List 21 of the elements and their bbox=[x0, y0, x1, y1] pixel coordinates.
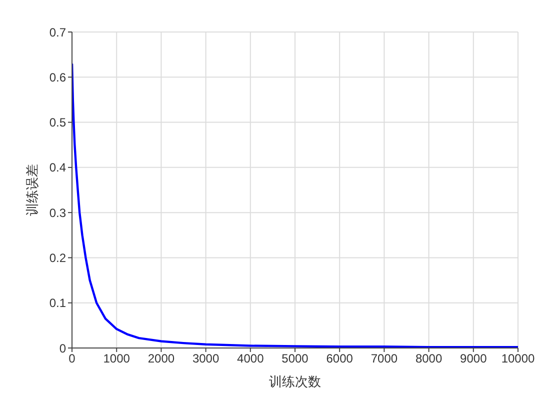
x-tick-label: 2000 bbox=[148, 352, 175, 366]
y-tick-label: 0.4 bbox=[49, 160, 66, 175]
x-tick-label: 7000 bbox=[370, 352, 398, 366]
x-tick-label: 4000 bbox=[237, 352, 264, 366]
x-tick-label: 5000 bbox=[282, 352, 309, 366]
x-tick-label: 9000 bbox=[460, 352, 488, 366]
x-tick-label: 1000 bbox=[103, 352, 130, 366]
x-tick-label: 0 bbox=[68, 352, 76, 366]
x-tick-label: 6000 bbox=[326, 352, 354, 366]
y-tick-label: 0.6 bbox=[49, 70, 66, 84]
y-tick-label: 0.3 bbox=[49, 206, 66, 220]
y-tick-label: 0 bbox=[59, 341, 66, 356]
y-tick-label: 0.7 bbox=[49, 25, 66, 40]
x-axis-title: 训练次数 bbox=[269, 374, 321, 389]
y-tick-label: 0.2 bbox=[49, 250, 66, 265]
x-tick-label: 3000 bbox=[192, 352, 220, 366]
y-tick-label: 0.1 bbox=[49, 296, 66, 310]
y-tick-label: 0.5 bbox=[49, 116, 66, 130]
y-axis-title: 训练误差 bbox=[24, 164, 40, 216]
x-tick-label: 8000 bbox=[415, 352, 442, 366]
x-tick-label: 10000 bbox=[501, 352, 536, 366]
